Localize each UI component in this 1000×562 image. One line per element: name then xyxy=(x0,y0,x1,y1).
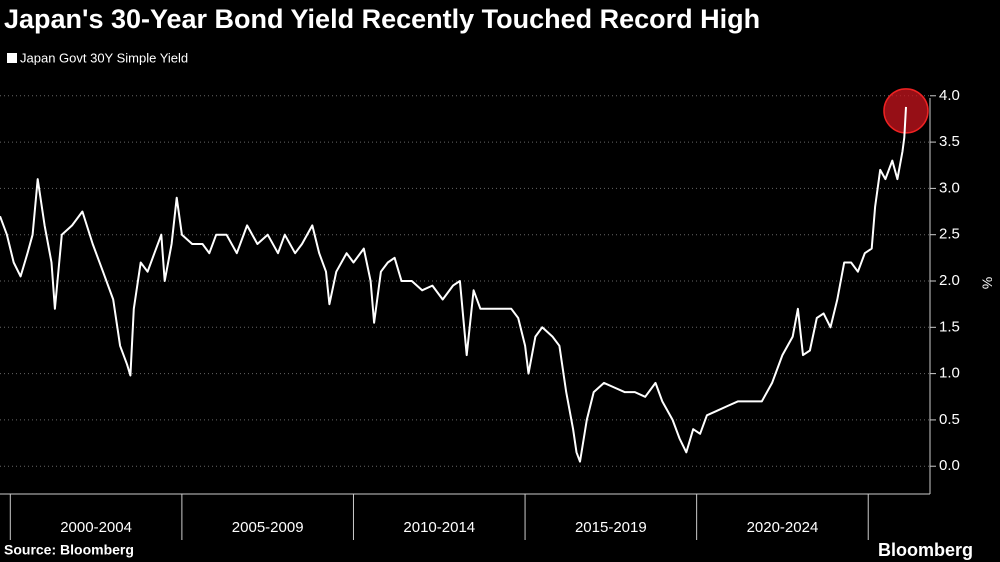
x-period-label: 2000-2004 xyxy=(60,519,132,536)
legend-swatch xyxy=(7,53,17,63)
legend-label: Japan Govt 30Y Simple Yield xyxy=(20,50,188,65)
y-tick-label: 2.0 xyxy=(939,272,960,289)
y-tick-label: 0.0 xyxy=(939,457,960,474)
brand: Bloomberg xyxy=(878,540,973,560)
x-period-label: 2010-2014 xyxy=(403,519,475,536)
line xyxy=(0,106,907,463)
y-tick-label: 1.0 xyxy=(939,365,960,382)
x-period-label: 2005-2009 xyxy=(232,519,304,536)
chart-title: Japan's 30-Year Bond Yield Recently Touc… xyxy=(4,4,760,34)
y-axis-label: % xyxy=(979,277,995,289)
x-period-label: 2015-2019 xyxy=(575,519,647,536)
source: Source: Bloomberg xyxy=(4,542,134,558)
y-tick-label: 3.5 xyxy=(939,133,960,150)
y-tick-label: 3.0 xyxy=(939,179,960,196)
y-tick-label: 0.5 xyxy=(939,411,960,428)
x-period-label: 2020-2024 xyxy=(747,519,819,536)
y-tick-label: 1.5 xyxy=(939,318,960,335)
y-tick-label: 4.0 xyxy=(939,87,960,104)
y-tick-label: 2.5 xyxy=(939,226,960,243)
